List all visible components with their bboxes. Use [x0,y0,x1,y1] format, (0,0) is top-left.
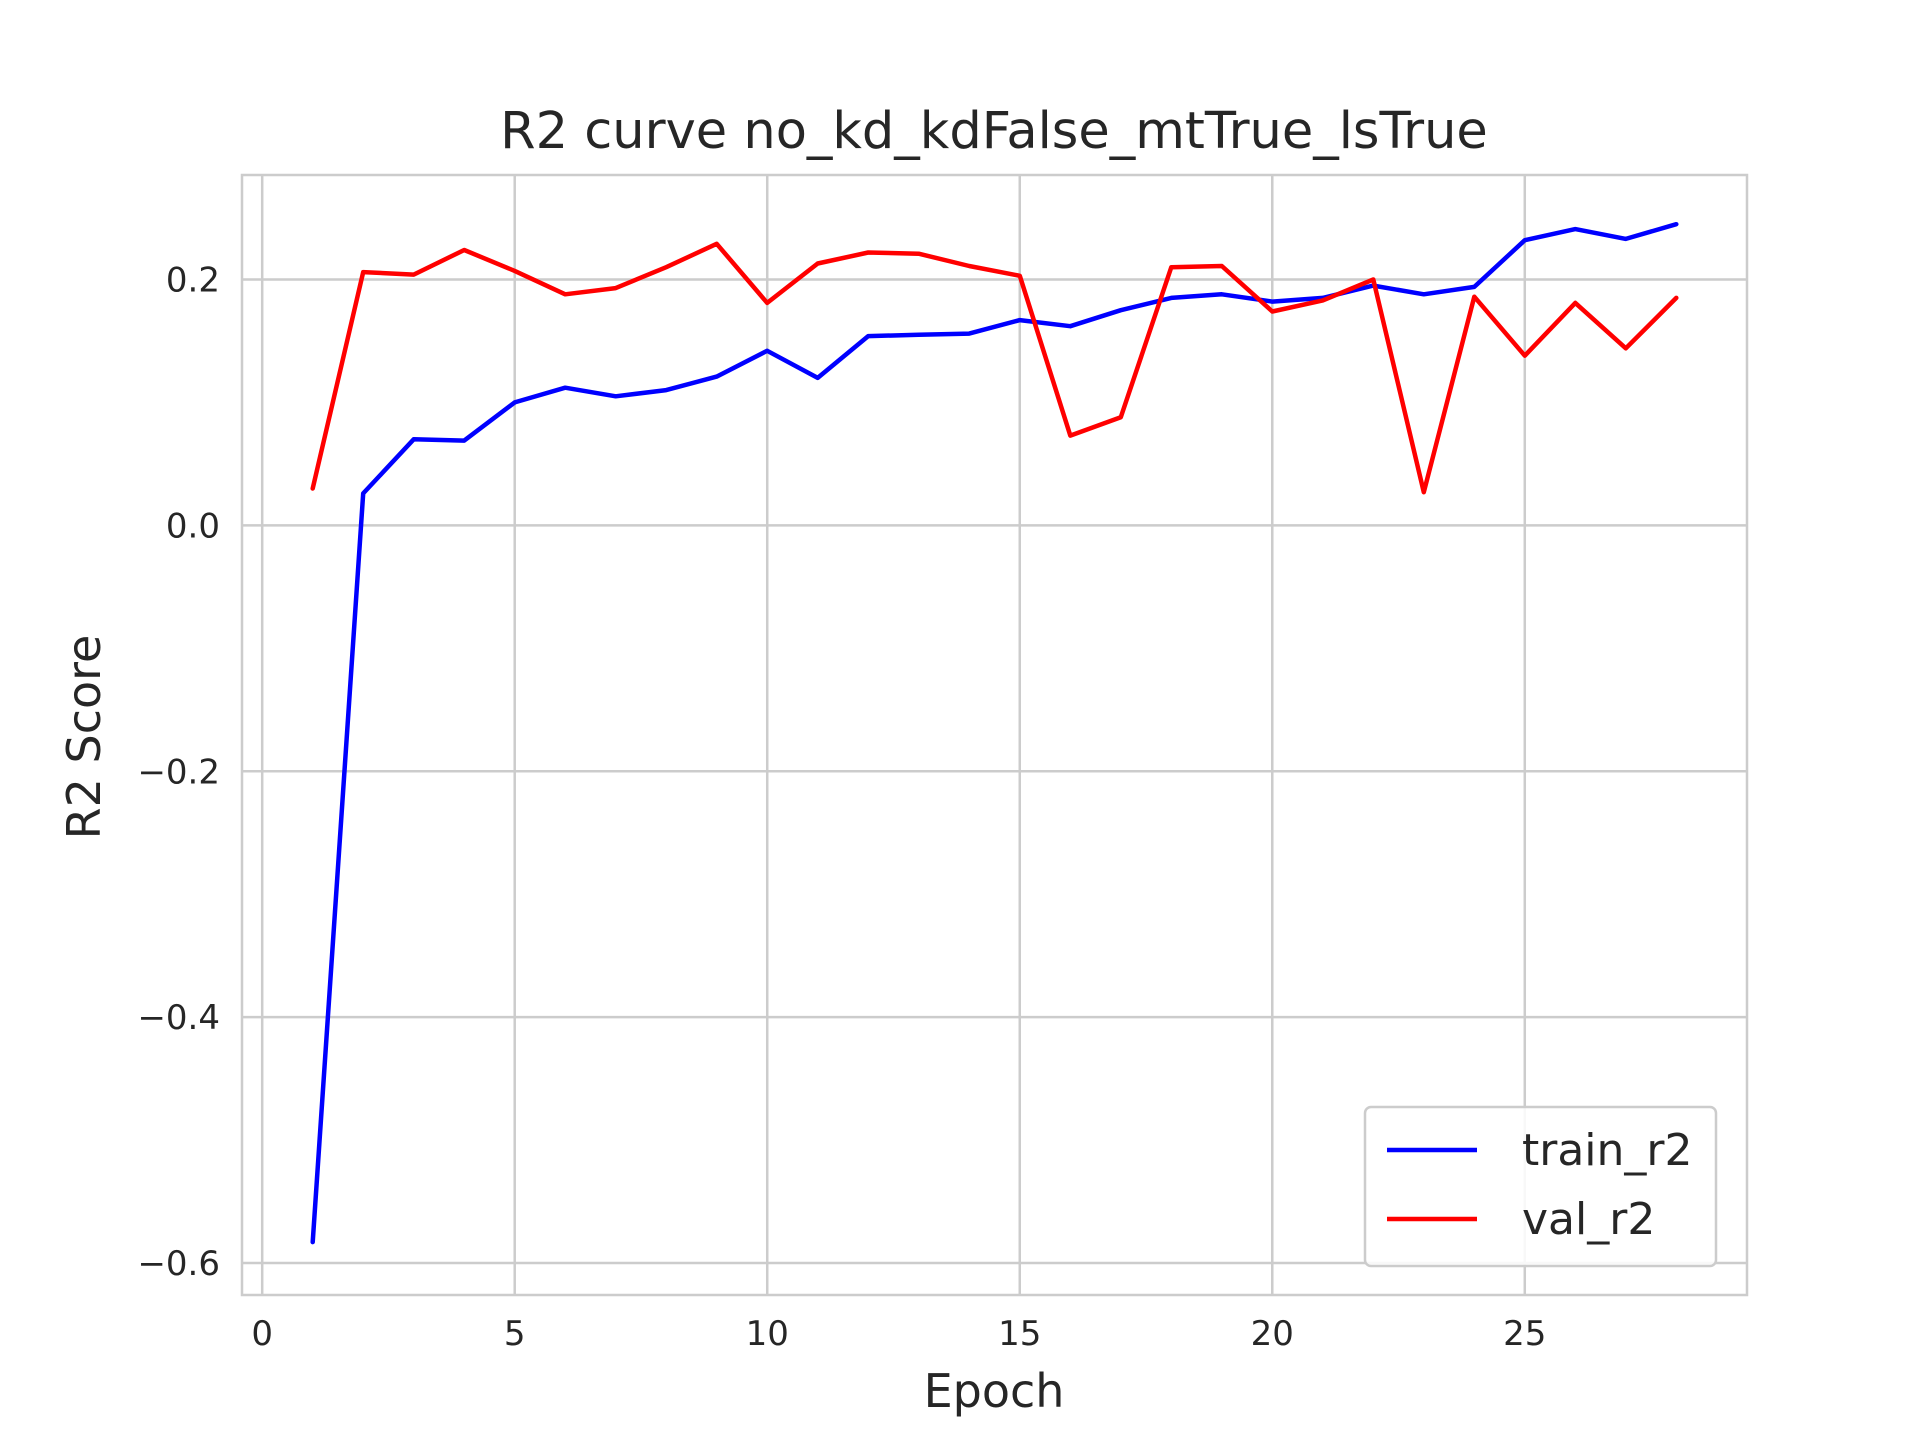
y-axis-label: R2 Score [57,635,111,840]
y-tick-label: −0.2 [137,752,220,792]
series-line-train-r2 [310,221,1679,1245]
x-tick-label: 5 [504,1314,526,1354]
y-tick-label: −0.6 [137,1244,220,1284]
x-axis-label: Epoch [924,1364,1065,1418]
x-tick-label: 15 [998,1314,1041,1354]
grid [242,175,1747,1295]
y-tick-label: −0.4 [137,998,220,1038]
y-tick-label: 0.0 [166,506,220,546]
legend: train_r2 val_r2 [1363,1105,1718,1268]
x-tick-label: 0 [251,1314,273,1354]
legend-label-val-r2: val_r2 [1522,1194,1655,1245]
plot-frame [240,173,1749,1297]
ticks: 0 5 10 15 20 25 −0.6 −0.4 −0.2 0.0 0.2 [137,261,1546,1354]
chart-title: R2 curve no_kd_kdFalse_mtTrue_lsTrue [500,102,1488,161]
legend-label-train-r2: train_r2 [1522,1125,1693,1176]
legend-box [1363,1105,1718,1268]
x-tick-label: 20 [1251,1314,1294,1354]
x-tick-label: 10 [746,1314,789,1354]
series-line-val-r2 [310,241,1679,495]
y-tick-label: 0.2 [166,261,220,301]
x-tick-label: 25 [1503,1314,1546,1354]
series-layer [310,221,1679,1245]
